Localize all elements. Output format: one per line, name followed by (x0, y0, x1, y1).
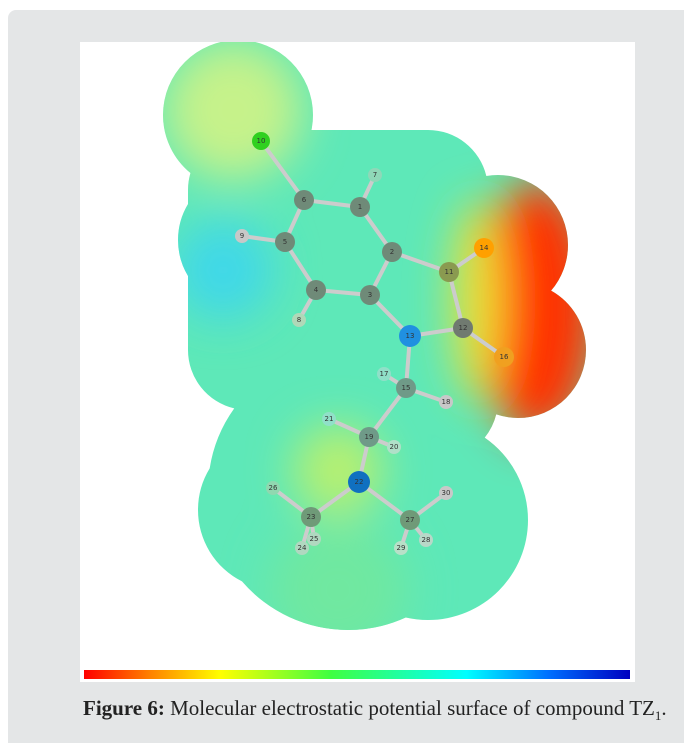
atom-label: 9 (240, 232, 244, 240)
atom-label: 28 (422, 536, 431, 544)
atom-label: 10 (257, 137, 266, 145)
atom-label: 26 (269, 484, 278, 492)
atom-label: 11 (445, 268, 454, 276)
atom-label: 18 (442, 398, 451, 406)
atom-label: 16 (500, 353, 509, 361)
atom-label: 27 (406, 516, 415, 524)
atom-label: 19 (365, 433, 374, 441)
atom-label: 14 (480, 244, 489, 252)
atom-label: 23 (307, 513, 316, 521)
caption-end: . (661, 696, 666, 720)
atom-label: 15 (402, 384, 411, 392)
atom-label: 6 (302, 196, 307, 204)
atom-label: 7 (373, 171, 377, 179)
atom-label: 20 (390, 443, 399, 451)
caption-label: Figure 6: (83, 696, 165, 720)
atom-label: 17 (380, 370, 389, 378)
atom-label: 25 (310, 535, 319, 543)
atom-label: 13 (406, 332, 415, 340)
atom-label: 24 (298, 544, 307, 552)
atom-label: 3 (368, 291, 372, 299)
atom-label: 29 (397, 544, 406, 552)
atom-label: 21 (325, 415, 334, 423)
atom-label: 22 (355, 478, 364, 486)
atom-label: 5 (283, 238, 287, 246)
atom-label: 8 (297, 316, 301, 324)
caption: Figure 6: Molecular electrostatic potent… (83, 694, 684, 730)
color-scale (84, 670, 630, 679)
atom-label: 2 (390, 248, 394, 256)
atom-label: 12 (459, 324, 468, 332)
atom-label: 4 (314, 286, 319, 294)
caption-text: Molecular electrostatic potential surfac… (170, 696, 655, 720)
atom-label: 1 (358, 203, 362, 211)
atom-label: 30 (442, 489, 451, 497)
